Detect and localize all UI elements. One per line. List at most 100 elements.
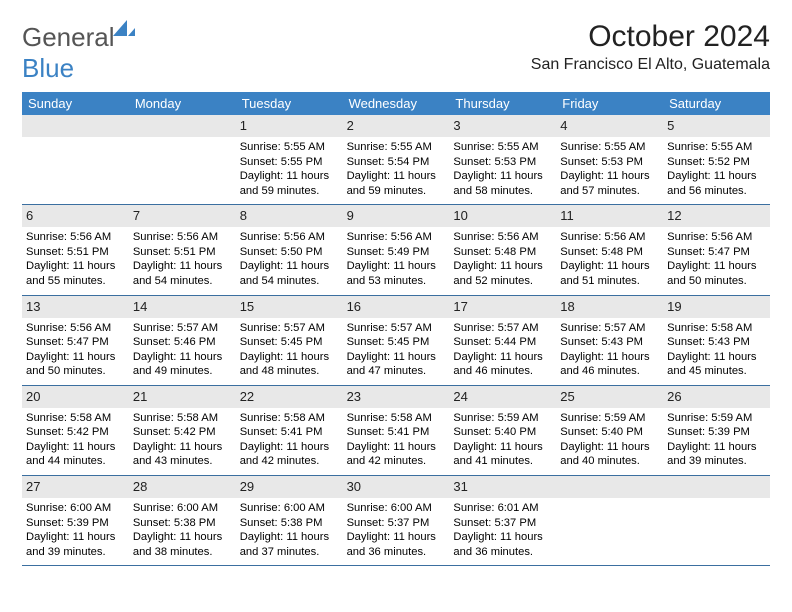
cell-sunrise: Sunrise: 5:56 AM <box>26 230 125 245</box>
cell-daylight2: and 55 minutes. <box>26 274 125 289</box>
day-number: 27 <box>26 479 40 494</box>
cell-daylight2: and 57 minutes. <box>560 184 659 199</box>
logo: General Blue <box>22 20 135 84</box>
day-number-row: 28 <box>129 476 236 498</box>
cell-daylight2: and 50 minutes. <box>26 364 125 379</box>
day-number: 8 <box>240 208 247 223</box>
cell-daylight2: and 40 minutes. <box>560 454 659 469</box>
location: San Francisco El Alto, Guatemala <box>531 56 770 74</box>
calendar-week: 13Sunrise: 5:56 AMSunset: 5:47 PMDayligh… <box>22 296 770 386</box>
calendar-cell: 23Sunrise: 5:58 AMSunset: 5:41 PMDayligh… <box>343 386 450 475</box>
cell-daylight1: Daylight: 11 hours <box>133 530 232 545</box>
day-number: 10 <box>453 208 467 223</box>
cell-sunset: Sunset: 5:37 PM <box>347 516 446 531</box>
day-header-row: Sunday Monday Tuesday Wednesday Thursday… <box>22 92 770 115</box>
calendar-cell: 15Sunrise: 5:57 AMSunset: 5:45 PMDayligh… <box>236 296 343 385</box>
cell-sunset: Sunset: 5:50 PM <box>240 245 339 260</box>
cell-daylight2: and 50 minutes. <box>667 274 766 289</box>
cell-daylight1: Daylight: 11 hours <box>240 350 339 365</box>
cell-daylight1: Daylight: 11 hours <box>667 440 766 455</box>
cell-sunrise: Sunrise: 5:56 AM <box>667 230 766 245</box>
day-number-row: 31 <box>449 476 556 498</box>
day-number: 15 <box>240 299 254 314</box>
day-number-row: 19 <box>663 296 770 318</box>
day-number: 31 <box>453 479 467 494</box>
cell-sunset: Sunset: 5:45 PM <box>240 335 339 350</box>
cell-sunrise: Sunrise: 5:55 AM <box>667 140 766 155</box>
cell-daylight2: and 43 minutes. <box>133 454 232 469</box>
cell-daylight2: and 59 minutes. <box>240 184 339 199</box>
cell-daylight1: Daylight: 11 hours <box>347 259 446 274</box>
day-number-row: 9 <box>343 205 450 227</box>
cell-sunrise: Sunrise: 5:58 AM <box>133 411 232 426</box>
cell-sunset: Sunset: 5:47 PM <box>26 335 125 350</box>
calendar-cell: 22Sunrise: 5:58 AMSunset: 5:41 PMDayligh… <box>236 386 343 475</box>
calendar-cell: 16Sunrise: 5:57 AMSunset: 5:45 PMDayligh… <box>343 296 450 385</box>
cell-sunrise: Sunrise: 5:57 AM <box>347 321 446 336</box>
day-number-row: 1 <box>236 115 343 137</box>
month-title: October 2024 <box>531 20 770 54</box>
day-number: 23 <box>347 389 361 404</box>
cell-daylight1: Daylight: 11 hours <box>560 440 659 455</box>
cell-sunset: Sunset: 5:53 PM <box>453 155 552 170</box>
cell-daylight2: and 52 minutes. <box>453 274 552 289</box>
day-number: 21 <box>133 389 147 404</box>
calendar-cell: 4Sunrise: 5:55 AMSunset: 5:53 PMDaylight… <box>556 115 663 204</box>
cell-daylight1: Daylight: 11 hours <box>26 350 125 365</box>
cell-sunset: Sunset: 5:46 PM <box>133 335 232 350</box>
calendar-cell <box>556 476 663 565</box>
cell-sunrise: Sunrise: 5:57 AM <box>453 321 552 336</box>
day-number: 9 <box>347 208 354 223</box>
day-header: Wednesday <box>343 92 450 115</box>
day-number: 4 <box>560 118 567 133</box>
calendar-cell: 19Sunrise: 5:58 AMSunset: 5:43 PMDayligh… <box>663 296 770 385</box>
cell-daylight2: and 56 minutes. <box>667 184 766 199</box>
day-number-row: 30 <box>343 476 450 498</box>
day-number: 20 <box>26 389 40 404</box>
calendar-cell <box>663 476 770 565</box>
cell-sunrise: Sunrise: 5:56 AM <box>240 230 339 245</box>
cell-sunrise: Sunrise: 5:56 AM <box>26 321 125 336</box>
day-number: 30 <box>347 479 361 494</box>
logo-sail-icon <box>113 20 135 36</box>
cell-sunset: Sunset: 5:41 PM <box>347 425 446 440</box>
day-number-row: 6 <box>22 205 129 227</box>
calendar-cell: 30Sunrise: 6:00 AMSunset: 5:37 PMDayligh… <box>343 476 450 565</box>
day-number: 25 <box>560 389 574 404</box>
cell-daylight2: and 36 minutes. <box>347 545 446 560</box>
cell-sunrise: Sunrise: 6:00 AM <box>347 501 446 516</box>
calendar-cell: 28Sunrise: 6:00 AMSunset: 5:38 PMDayligh… <box>129 476 236 565</box>
cell-sunset: Sunset: 5:54 PM <box>347 155 446 170</box>
page-header: General Blue October 2024 San Francisco … <box>22 20 770 84</box>
calendar-cell: 12Sunrise: 5:56 AMSunset: 5:47 PMDayligh… <box>663 205 770 294</box>
cell-daylight1: Daylight: 11 hours <box>453 440 552 455</box>
day-number: 1 <box>240 118 247 133</box>
calendar-cell <box>129 115 236 204</box>
calendar-cell: 21Sunrise: 5:58 AMSunset: 5:42 PMDayligh… <box>129 386 236 475</box>
cell-sunset: Sunset: 5:52 PM <box>667 155 766 170</box>
calendar-week: 6Sunrise: 5:56 AMSunset: 5:51 PMDaylight… <box>22 205 770 295</box>
day-number: 2 <box>347 118 354 133</box>
day-number-row: 7 <box>129 205 236 227</box>
cell-sunrise: Sunrise: 5:55 AM <box>453 140 552 155</box>
cell-sunrise: Sunrise: 5:59 AM <box>667 411 766 426</box>
cell-sunrise: Sunrise: 5:56 AM <box>347 230 446 245</box>
day-number-row: 20 <box>22 386 129 408</box>
cell-daylight2: and 59 minutes. <box>347 184 446 199</box>
calendar-cell <box>22 115 129 204</box>
cell-daylight1: Daylight: 11 hours <box>667 350 766 365</box>
day-header: Friday <box>556 92 663 115</box>
cell-daylight1: Daylight: 11 hours <box>667 259 766 274</box>
cell-daylight2: and 45 minutes. <box>667 364 766 379</box>
cell-daylight1: Daylight: 11 hours <box>133 259 232 274</box>
day-number-row: 26 <box>663 386 770 408</box>
day-number: 26 <box>667 389 681 404</box>
logo-text-blue: Blue <box>22 53 74 83</box>
day-number-row: 2 <box>343 115 450 137</box>
day-number-row: 4 <box>556 115 663 137</box>
day-number: 24 <box>453 389 467 404</box>
day-header: Tuesday <box>236 92 343 115</box>
day-number-row: 13 <box>22 296 129 318</box>
cell-sunset: Sunset: 5:53 PM <box>560 155 659 170</box>
day-number-row: 18 <box>556 296 663 318</box>
